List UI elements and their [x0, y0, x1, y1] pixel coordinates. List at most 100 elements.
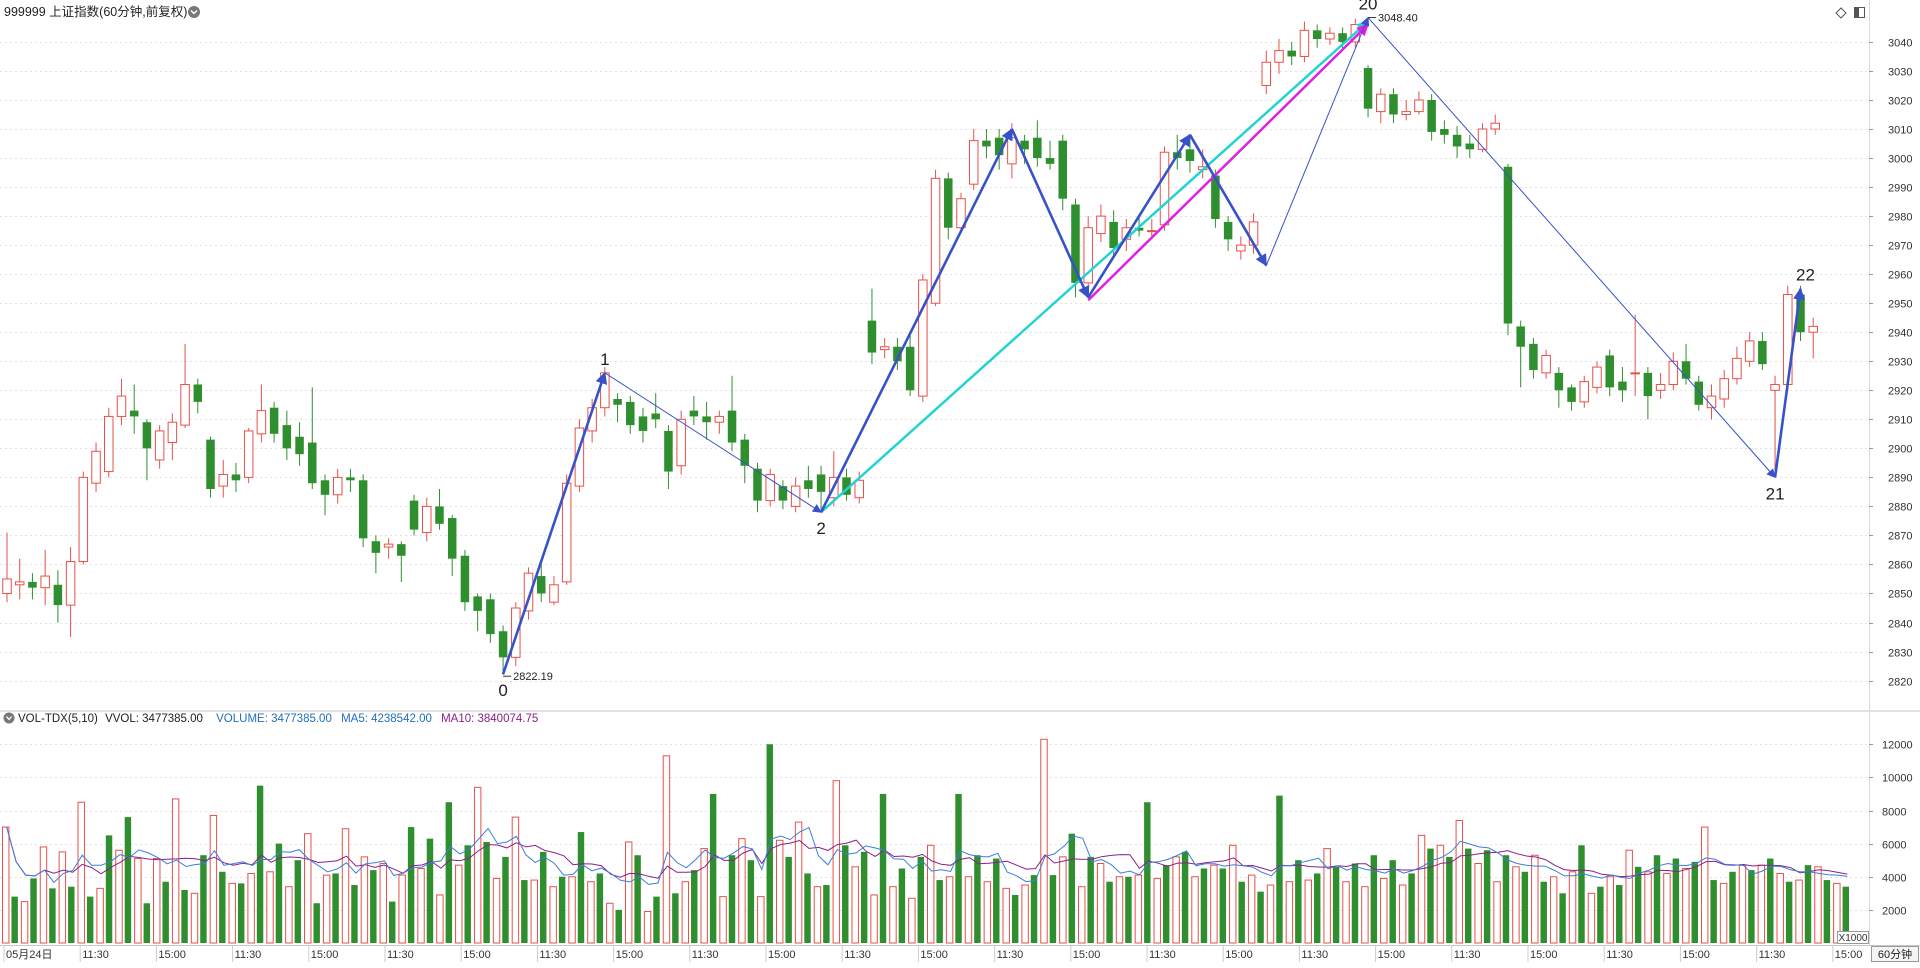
candle-body: [854, 479, 864, 499]
candle-body: [1554, 372, 1564, 391]
candle-body: [1020, 140, 1029, 150]
volume-bar-up: [1663, 872, 1671, 944]
price-tick-label: 2870: [1888, 531, 1912, 543]
volume-bar-up: [1210, 864, 1218, 944]
volume-bar-up: [1304, 879, 1312, 944]
candle-body: [1440, 129, 1449, 135]
volume-bar-up: [813, 886, 822, 944]
candle-body: [1363, 68, 1373, 109]
title-menu-icon[interactable]: [188, 6, 200, 18]
candle-down: [193, 378, 203, 414]
volume-menu-icon[interactable]: [3, 712, 15, 724]
volume-bar-up: [1247, 874, 1256, 944]
volume-bar-up: [889, 886, 897, 944]
volume-bar-up: [775, 839, 784, 944]
time-axis-label: 11:30: [539, 949, 566, 961]
volume-bar-up: [719, 896, 727, 944]
candle-body: [867, 320, 877, 353]
volume-bar-down: [1181, 851, 1189, 943]
volume-bar-up: [1342, 881, 1350, 944]
candle-body: [346, 477, 355, 481]
candle-down: [1567, 384, 1576, 411]
volume-bar-up: [1436, 844, 1445, 944]
candle-up: [676, 410, 686, 475]
candle-body: [664, 430, 673, 472]
candle-body: [282, 425, 292, 449]
volume-bar-down: [426, 838, 434, 943]
time-axis-label: 05月24日: [6, 949, 52, 961]
candle-body: [409, 500, 419, 530]
time-axis-label: 11:30: [692, 949, 719, 961]
candle-up: [879, 338, 890, 359]
volume-tick-label: 12000: [1882, 740, 1913, 752]
price-tick-label: 2840: [1888, 619, 1912, 631]
candle-down: [664, 425, 673, 489]
volume-bar-up: [643, 911, 652, 944]
candle-body: [816, 474, 826, 492]
candle-up: [523, 567, 534, 620]
volume-bar-up: [851, 866, 859, 944]
candle-down: [651, 393, 660, 429]
candle-body: [1758, 340, 1767, 365]
candle-body: [1223, 221, 1233, 240]
volume-bar-up: [606, 902, 614, 944]
panel-toggle-icon[interactable]: [1854, 7, 1865, 18]
candle-body: [435, 506, 444, 524]
volume-bar-down: [785, 856, 792, 943]
volume-bar-down: [143, 903, 151, 943]
candle-up: [1655, 372, 1666, 399]
candle-down: [944, 172, 953, 240]
candle-down: [320, 474, 330, 516]
volume-bar-up: [1512, 866, 1520, 944]
time-axis-label: 15:00: [1378, 949, 1406, 961]
candle-up: [91, 442, 101, 492]
candle-up: [422, 497, 432, 542]
candle-body: [879, 346, 890, 351]
volume-bar-down: [1842, 886, 1849, 943]
candle-body: [549, 584, 559, 603]
candle-down: [1605, 349, 1614, 397]
candle-down: [905, 335, 915, 397]
candle-body: [930, 177, 941, 304]
candle-down: [498, 625, 508, 675]
volume-bar-down: [1653, 855, 1661, 943]
volume-bar-up: [1776, 872, 1784, 944]
volume-bar-up: [1040, 738, 1048, 944]
volume-bar-down: [1729, 871, 1736, 943]
zigzag-arrow: [501, 371, 608, 675]
candle-body: [2, 578, 12, 594]
candle-body: [1236, 244, 1246, 252]
diamond-icon[interactable]: [1835, 7, 1847, 19]
volume-bar-down: [1748, 870, 1755, 943]
candle-down: [1516, 320, 1525, 388]
candle-body: [1465, 143, 1475, 150]
period-label: 60分钟: [1878, 947, 1912, 961]
volume-bar-up: [1833, 882, 1841, 944]
candle-body: [626, 401, 635, 426]
volume-bar-up: [1493, 881, 1501, 944]
time-axis-label: 11:30: [1149, 949, 1176, 961]
price-tick-label: 2910: [1888, 415, 1912, 427]
volume-bar-up: [360, 856, 369, 944]
volume-bar-down: [615, 909, 622, 943]
candle-body: [778, 486, 788, 501]
candle-down: [282, 410, 292, 460]
candle-up: [1668, 352, 1679, 391]
volume-bar-down: [1257, 891, 1264, 943]
price-tick-label: 2930: [1888, 357, 1912, 369]
volume-bar-up: [1417, 834, 1426, 944]
volume-tick-label: 8000: [1882, 807, 1906, 819]
volume-bar-down: [691, 870, 698, 943]
volume-bar-down: [237, 883, 245, 943]
period-selector[interactable]: [1871, 946, 1919, 962]
candle-up: [332, 468, 343, 504]
volume-bar-down: [974, 855, 981, 943]
candle-up: [154, 425, 165, 469]
candle-body: [1808, 325, 1818, 333]
volume-bar-up: [1814, 866, 1822, 944]
candle-body: [1211, 175, 1220, 220]
zigzag-arrow: [1773, 287, 1806, 478]
candle-down: [1033, 120, 1042, 167]
volume-bar-down: [1238, 881, 1245, 943]
time-axis-label: 11:30: [997, 949, 1024, 961]
